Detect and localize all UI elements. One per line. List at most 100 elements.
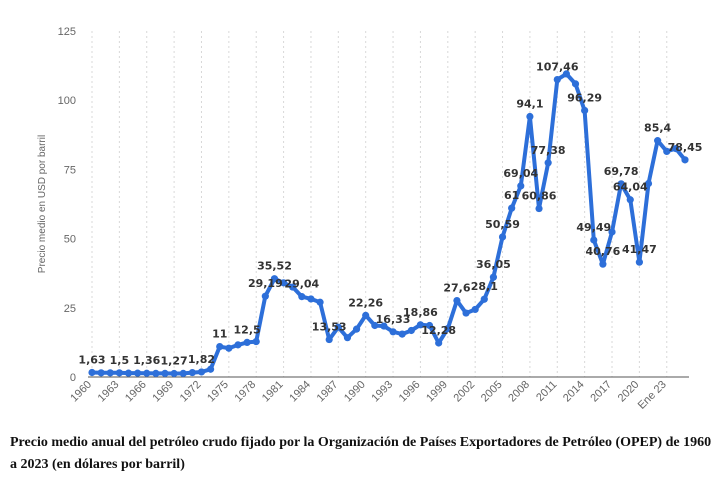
data-point[interactable] bbox=[252, 337, 260, 346]
data-label: 41,47 bbox=[622, 243, 657, 256]
data-point[interactable] bbox=[279, 279, 288, 287]
data-point[interactable] bbox=[143, 369, 151, 377]
data-point[interactable] bbox=[590, 236, 598, 244]
x-tick-labels: 1960 1963 1966 1969 1972 1975 1978 1981 1984 1987… bbox=[68, 379, 669, 412]
data-point[interactable] bbox=[444, 324, 452, 333]
data-label: 107,46 bbox=[536, 61, 579, 74]
x-tick-label: 1978 bbox=[233, 379, 259, 405]
data-point[interactable] bbox=[526, 112, 534, 121]
data-point[interactable] bbox=[453, 297, 461, 305]
data-label: 16,33 bbox=[376, 313, 411, 326]
data-point[interactable] bbox=[216, 342, 224, 351]
data-point[interactable] bbox=[97, 369, 105, 377]
data-point[interactable] bbox=[170, 369, 178, 378]
data-point[interactable] bbox=[663, 147, 671, 156]
data-label: 49,49 bbox=[576, 221, 611, 234]
data-label: 85,4 bbox=[644, 122, 671, 135]
data-label: 69,04 bbox=[503, 167, 538, 180]
data-point[interactable] bbox=[88, 368, 96, 377]
data-point[interactable] bbox=[152, 369, 160, 378]
data-label: 40,76 bbox=[585, 245, 620, 258]
x-tick-label: 1993 bbox=[369, 379, 395, 405]
data-point[interactable] bbox=[371, 321, 379, 330]
data-point[interactable] bbox=[654, 137, 662, 145]
data-point[interactable] bbox=[307, 295, 315, 303]
data-point[interactable] bbox=[188, 368, 196, 377]
data-point[interactable] bbox=[197, 368, 206, 376]
data-point[interactable] bbox=[498, 233, 507, 241]
data-point[interactable] bbox=[161, 369, 169, 378]
data-point[interactable] bbox=[626, 196, 634, 204]
data-label: 60,86 bbox=[522, 190, 557, 203]
data-point[interactable] bbox=[489, 273, 498, 281]
data-point[interactable] bbox=[325, 335, 333, 344]
data-point[interactable] bbox=[334, 323, 342, 331]
data-point[interactable] bbox=[480, 295, 488, 303]
data-point[interactable] bbox=[316, 298, 324, 306]
data-label: 50,59 bbox=[485, 218, 520, 231]
x-tick-label: Ene 23 bbox=[636, 379, 669, 412]
data-point[interactable] bbox=[234, 341, 242, 349]
y-tick-labels: 0 25 50 75 100 125 bbox=[58, 26, 76, 384]
data-label: 13,53 bbox=[312, 321, 347, 334]
data-point[interactable] bbox=[398, 330, 406, 338]
data-points bbox=[88, 70, 689, 378]
data-point[interactable] bbox=[352, 325, 361, 333]
data-label: 1,27 bbox=[161, 354, 188, 367]
data-point[interactable] bbox=[581, 106, 589, 115]
data-point[interactable] bbox=[261, 292, 269, 300]
data-point[interactable] bbox=[571, 80, 580, 88]
data-point[interactable] bbox=[681, 156, 689, 164]
data-point[interactable] bbox=[608, 228, 616, 236]
data-point[interactable] bbox=[115, 369, 123, 377]
data-point[interactable] bbox=[207, 365, 215, 373]
data-point[interactable] bbox=[416, 321, 425, 329]
x-tick-label: 1963 bbox=[96, 379, 122, 405]
data-point[interactable] bbox=[289, 283, 297, 291]
data-point[interactable] bbox=[425, 321, 434, 330]
data-point[interactable] bbox=[124, 369, 133, 377]
data-point[interactable] bbox=[562, 70, 571, 78]
data-point[interactable] bbox=[471, 305, 479, 314]
data-point[interactable] bbox=[270, 275, 279, 283]
data-point[interactable] bbox=[362, 311, 370, 319]
data-label: 96,29 bbox=[567, 91, 602, 104]
data-point[interactable] bbox=[179, 369, 187, 378]
data-point[interactable] bbox=[134, 369, 142, 377]
data-point[interactable] bbox=[617, 180, 625, 188]
y-axis-label: Precio medio en USD por barril bbox=[37, 135, 48, 273]
data-point[interactable] bbox=[407, 326, 415, 335]
data-point[interactable] bbox=[106, 369, 114, 377]
data-label: 29,19 bbox=[248, 277, 283, 290]
data-point[interactable] bbox=[535, 204, 543, 213]
data-point[interactable] bbox=[462, 309, 470, 317]
data-point[interactable] bbox=[599, 260, 607, 268]
data-point[interactable] bbox=[635, 258, 643, 266]
data-point[interactable] bbox=[389, 328, 397, 336]
x-tick-label: 1996 bbox=[397, 379, 423, 405]
data-point[interactable] bbox=[517, 182, 525, 190]
data-label: 22,26 bbox=[348, 296, 383, 309]
data-label: 36,05 bbox=[476, 258, 511, 271]
y-tick-label: 0 bbox=[70, 372, 76, 384]
data-point[interactable] bbox=[544, 159, 552, 167]
data-point[interactable] bbox=[508, 204, 516, 212]
y-tick-label: 75 bbox=[64, 164, 76, 176]
data-point[interactable] bbox=[343, 334, 352, 342]
data-point[interactable] bbox=[298, 293, 306, 301]
data-point[interactable] bbox=[225, 344, 233, 352]
chart-caption: Precio medio anual del petróleo crudo fi… bbox=[10, 435, 712, 472]
data-point[interactable] bbox=[672, 145, 680, 153]
oil-price-line-chart: 0 25 50 75 100 125 1960 1963 1966 1969 1972 1975 19… bbox=[37, 26, 702, 412]
x-tick-label: 2017 bbox=[588, 379, 614, 405]
data-point[interactable] bbox=[644, 179, 653, 188]
x-tick-label: 2008 bbox=[506, 379, 532, 405]
data-point[interactable] bbox=[243, 338, 251, 346]
y-tick-label: 50 bbox=[64, 234, 76, 246]
data-label: 1,82 bbox=[188, 353, 215, 366]
data-label: 1,36 bbox=[133, 354, 160, 367]
data-point[interactable] bbox=[380, 322, 388, 330]
data-point[interactable] bbox=[553, 75, 561, 84]
x-tick-label: 1987 bbox=[315, 379, 341, 405]
data-point[interactable] bbox=[435, 339, 443, 347]
